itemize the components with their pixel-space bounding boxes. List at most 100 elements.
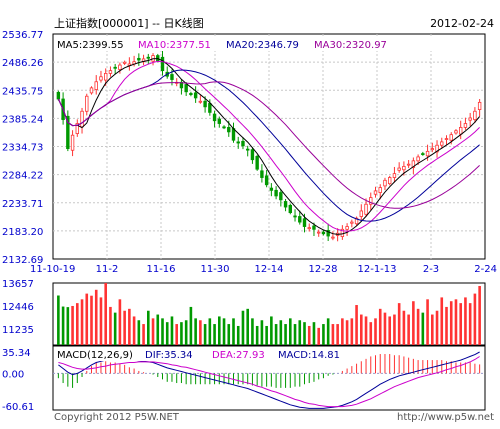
volume-bar (431, 314, 434, 345)
volume-bar (113, 312, 117, 345)
volume-bar (459, 303, 462, 345)
candle-body (435, 144, 439, 153)
candle-body (416, 156, 420, 162)
volume-y-tick: 11235 (2, 325, 34, 336)
volume-bar (355, 305, 358, 345)
legend-ma30: MA30:2320.97 (314, 40, 387, 51)
candle-body (373, 190, 378, 195)
volume-bar (364, 316, 368, 345)
price-y-tick: 2183.20 (2, 227, 43, 238)
legend-dif: DIF:35.34 (145, 350, 193, 361)
volume-bar (61, 306, 65, 345)
volume-bar (147, 310, 150, 345)
price-y-tick: 2486.26 (2, 58, 43, 69)
volume-bar (322, 324, 325, 345)
candle-body (326, 230, 330, 237)
volume-bar (421, 312, 425, 345)
candle-body (468, 117, 472, 121)
candle-body (198, 100, 203, 103)
x-axis-date-tick: 2-24 (474, 264, 497, 275)
candle-body (203, 100, 207, 108)
candle-body (80, 110, 84, 128)
candle-body (397, 167, 401, 171)
volume-bar (326, 318, 330, 345)
volume-bar (383, 312, 387, 345)
candle-body (208, 103, 212, 113)
legend-dea: DEA:27.93 (212, 350, 265, 361)
dea-line (58, 356, 480, 408)
candle-body (406, 163, 411, 166)
candle-body (245, 148, 250, 151)
candle-body (440, 141, 444, 146)
candle-body (99, 76, 103, 81)
candle-body (364, 203, 368, 215)
volume-bar (289, 318, 292, 345)
volume-bar (80, 299, 84, 345)
volume-bar (412, 301, 415, 345)
candle-body (477, 101, 482, 110)
candle-body (160, 56, 165, 72)
candle-body (345, 226, 349, 230)
volume-bar (388, 316, 391, 345)
volume-y-tick: 12446 (2, 302, 34, 313)
volume-bar (194, 318, 197, 345)
volume-bar (246, 308, 249, 345)
legend-ma10: MA10:2377.51 (138, 40, 211, 51)
candle-body (444, 138, 449, 140)
volume-bar (265, 325, 268, 345)
volume-bar (407, 314, 410, 345)
volume-bar (454, 299, 458, 345)
macd-legend-background (55, 348, 345, 361)
legend-macd-value: MACD:14.81 (278, 350, 340, 361)
candle-body (421, 153, 425, 155)
volume-bar (312, 322, 316, 345)
axis-labels: 2536.77 2486.26 2435.75 2385.24 2334.73 2284.… (2, 30, 497, 413)
volume-bar (374, 318, 377, 345)
volume-bar (175, 324, 178, 345)
volume-bar (85, 293, 89, 345)
volume-bar (161, 318, 164, 345)
volume-bar (336, 324, 339, 345)
candle-body (473, 110, 477, 121)
volume-bar (213, 324, 216, 345)
macd-y-tick: 35.34 (2, 348, 31, 359)
x-axis-date-tick: 12-28 (308, 264, 337, 275)
volume-bar (468, 303, 472, 345)
price-y-tick: 2132.69 (2, 255, 43, 266)
volume-bar (478, 285, 481, 345)
candle-body (212, 113, 217, 122)
candle-body (307, 227, 311, 230)
volume-bar (94, 289, 98, 345)
candle-body (146, 56, 150, 59)
volume-bar (393, 314, 396, 345)
volume-bar (345, 320, 349, 345)
volume-bar (350, 318, 354, 345)
volume-bar (279, 320, 283, 345)
candle-body (387, 177, 392, 185)
ma10-line (57, 60, 480, 232)
volume-bar (445, 306, 448, 345)
candle-body (359, 210, 363, 217)
candle-body (383, 179, 387, 187)
candle-body (411, 160, 416, 168)
chart-title: 上证指数[000001] -- 日K线图 (54, 16, 204, 30)
volume-bar (199, 320, 202, 345)
x-axis-date-tick: 12-14 (254, 264, 283, 275)
candle-body (288, 204, 292, 214)
volume-bar (227, 324, 231, 345)
volume-bar (170, 316, 174, 345)
candle-body (236, 141, 240, 144)
chart-date: 2012-02-24 (430, 17, 494, 30)
candle-body (264, 175, 269, 186)
volume-bar (251, 318, 254, 345)
volume-bar (109, 306, 112, 345)
volume-bar (99, 297, 103, 345)
volume-bar (165, 322, 169, 345)
volume-bar (132, 316, 136, 345)
volume-bar (369, 322, 373, 345)
volume-bar (317, 327, 320, 345)
volume-bar (128, 308, 131, 345)
candle-body (170, 74, 174, 80)
footer-copyright: Copyright 2012 P5W.NET (54, 412, 180, 423)
